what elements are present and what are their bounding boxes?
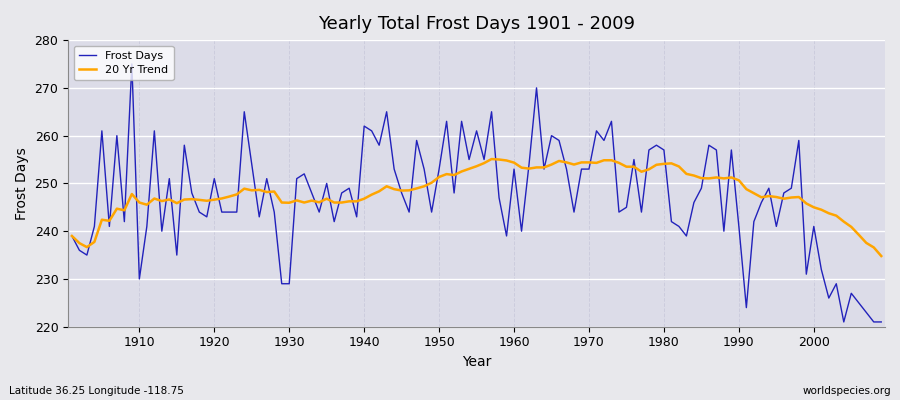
20 Yr Trend (337, 200, 347, 205)
Frost Days (67, 234, 77, 238)
Frost Days (344, 186, 355, 190)
20 Yr Trend (292, 198, 302, 203)
20 Yr Trend (516, 165, 526, 170)
Frost Days (839, 320, 850, 324)
Text: worldspecies.org: worldspecies.org (803, 386, 891, 396)
20 Yr Trend (486, 157, 497, 162)
Line: Frost Days: Frost Days (72, 64, 881, 322)
Frost Days (876, 320, 886, 324)
Frost Days (299, 172, 310, 176)
Frost Days (127, 62, 138, 66)
Y-axis label: Frost Days: Frost Days (15, 147, 29, 220)
Frost Days (508, 167, 519, 172)
Legend: Frost Days, 20 Yr Trend: Frost Days, 20 Yr Trend (74, 46, 174, 80)
20 Yr Trend (127, 192, 138, 196)
20 Yr Trend (876, 254, 886, 258)
Frost Days (606, 119, 616, 124)
Frost Days (516, 229, 526, 234)
20 Yr Trend (606, 158, 616, 163)
Frost Days (134, 276, 145, 281)
Line: 20 Yr Trend: 20 Yr Trend (72, 159, 881, 256)
X-axis label: Year: Year (462, 355, 491, 369)
20 Yr Trend (508, 160, 519, 165)
Text: Latitude 36.25 Longitude -118.75: Latitude 36.25 Longitude -118.75 (9, 386, 184, 396)
Title: Yearly Total Frost Days 1901 - 2009: Yearly Total Frost Days 1901 - 2009 (318, 15, 635, 33)
20 Yr Trend (67, 234, 77, 238)
